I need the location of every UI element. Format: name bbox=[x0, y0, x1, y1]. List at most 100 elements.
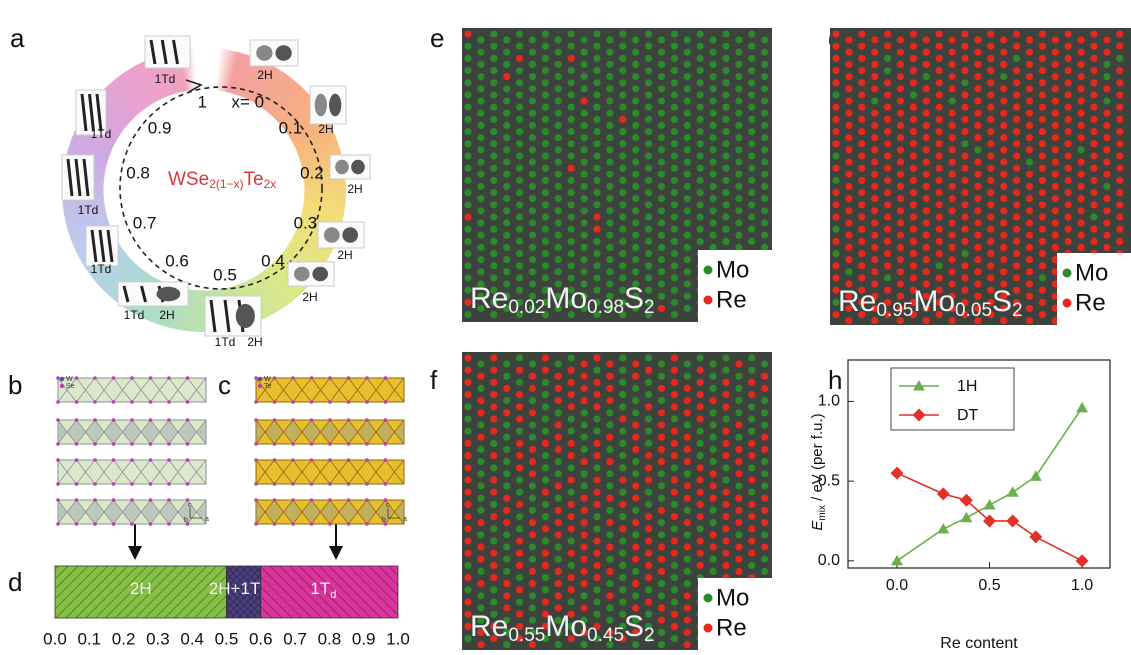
atom bbox=[949, 207, 956, 214]
atom bbox=[529, 110, 536, 117]
atom bbox=[477, 360, 484, 367]
atom bbox=[619, 213, 626, 220]
subscript: 0.45 bbox=[587, 625, 624, 646]
atom-se bbox=[365, 442, 369, 446]
atom bbox=[748, 489, 755, 496]
atom bbox=[936, 152, 943, 159]
atom-se bbox=[254, 400, 258, 404]
atom bbox=[949, 244, 956, 251]
atom bbox=[555, 531, 562, 538]
atom-se bbox=[130, 418, 134, 422]
atom bbox=[619, 189, 626, 196]
wheel-tick-label: 0.5 bbox=[213, 265, 237, 284]
atom bbox=[1000, 317, 1007, 324]
atom bbox=[671, 598, 678, 605]
atom bbox=[658, 293, 665, 300]
atom bbox=[503, 195, 510, 202]
atom bbox=[936, 104, 943, 111]
atom bbox=[555, 385, 562, 392]
atom bbox=[684, 543, 691, 550]
atom bbox=[658, 36, 665, 43]
atom bbox=[1013, 128, 1020, 135]
atom bbox=[593, 391, 600, 398]
atom bbox=[632, 385, 639, 392]
atom-se bbox=[365, 522, 369, 526]
atom bbox=[1103, 97, 1110, 104]
atom bbox=[606, 49, 613, 56]
formula-label: Re0.55Mo0.45S2 bbox=[470, 610, 655, 646]
atom-se bbox=[167, 482, 171, 486]
atom bbox=[568, 464, 575, 471]
atom bbox=[658, 171, 665, 178]
atom bbox=[858, 79, 865, 86]
atom bbox=[503, 421, 510, 428]
atom bbox=[555, 122, 562, 129]
atom bbox=[684, 280, 691, 287]
atom bbox=[858, 91, 865, 98]
atom bbox=[632, 207, 639, 214]
phase-label: 2H bbox=[247, 335, 262, 349]
atom bbox=[477, 85, 484, 92]
atom bbox=[581, 360, 588, 367]
atom bbox=[632, 507, 639, 514]
atom bbox=[1065, 104, 1072, 111]
atom bbox=[1026, 207, 1033, 214]
atom bbox=[671, 213, 678, 220]
atom bbox=[645, 250, 652, 257]
atom bbox=[529, 183, 536, 190]
atom bbox=[1000, 61, 1007, 68]
atom bbox=[1090, 152, 1097, 159]
atom-se bbox=[186, 376, 190, 380]
atom bbox=[593, 550, 600, 557]
atom bbox=[1039, 79, 1046, 86]
atom bbox=[619, 489, 626, 496]
atom-se bbox=[328, 376, 332, 380]
atom bbox=[606, 207, 613, 214]
atom bbox=[974, 244, 981, 251]
atom bbox=[619, 440, 626, 447]
atom bbox=[632, 134, 639, 141]
atom bbox=[735, 195, 742, 202]
atom bbox=[1026, 49, 1033, 56]
atom bbox=[748, 91, 755, 98]
atom bbox=[542, 274, 549, 281]
atom-se bbox=[310, 376, 314, 380]
atom bbox=[1026, 232, 1033, 239]
atom bbox=[568, 440, 575, 447]
atom bbox=[619, 513, 626, 520]
atom bbox=[658, 531, 665, 538]
atom bbox=[722, 428, 729, 435]
atom bbox=[658, 61, 665, 68]
atom bbox=[1039, 116, 1046, 123]
atom bbox=[722, 104, 729, 111]
atom bbox=[884, 55, 891, 62]
atom bbox=[606, 458, 613, 465]
atom bbox=[568, 250, 575, 257]
atom bbox=[735, 507, 742, 514]
atom bbox=[871, 146, 878, 153]
atom bbox=[949, 110, 956, 117]
atom bbox=[858, 152, 865, 159]
atom bbox=[619, 428, 626, 435]
atom bbox=[542, 501, 549, 508]
atom bbox=[516, 379, 523, 386]
atom bbox=[697, 177, 704, 184]
atom bbox=[581, 158, 588, 165]
atom bbox=[671, 79, 678, 86]
atom bbox=[606, 36, 613, 43]
atom bbox=[1116, 226, 1123, 233]
legend-label: Se bbox=[66, 383, 75, 390]
atom bbox=[697, 116, 704, 123]
atom bbox=[1000, 207, 1007, 214]
atom bbox=[490, 140, 497, 147]
atom bbox=[645, 79, 652, 86]
atom bbox=[658, 73, 665, 80]
atom bbox=[832, 226, 839, 233]
atom bbox=[987, 55, 994, 62]
atom bbox=[529, 495, 536, 502]
atom bbox=[761, 219, 768, 226]
compound-label: WSe2(1−x)Te2x bbox=[168, 169, 276, 191]
atom bbox=[722, 238, 729, 245]
atom-se bbox=[75, 400, 79, 404]
atom bbox=[949, 61, 956, 68]
